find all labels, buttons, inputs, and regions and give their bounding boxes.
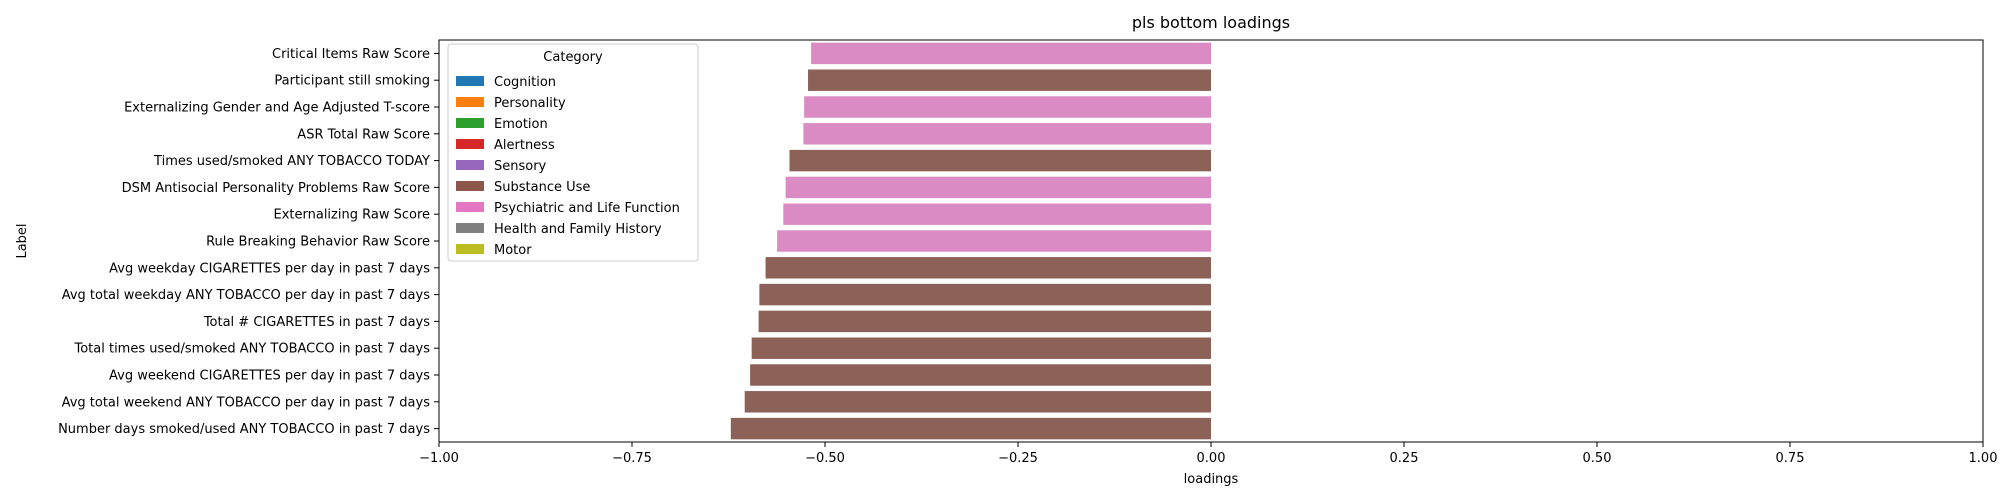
legend-swatch	[456, 76, 484, 86]
bar	[730, 417, 1211, 440]
y-tick-label: Avg weekend CIGARETTES per day in past 7…	[109, 369, 430, 384]
x-tick-label: 0.00	[1197, 451, 1226, 466]
legend-entry-label: Cognition	[494, 75, 556, 90]
y-tick-label: Times used/smoked ANY TOBACCO TODAY	[153, 154, 430, 169]
bar	[777, 230, 1211, 252]
y-tick-label: ASR Total Raw Score	[297, 127, 430, 142]
y-tick-label: Avg weekday CIGARETTES per day in past 7…	[109, 261, 430, 276]
bar	[744, 391, 1211, 413]
x-tick-label: −0.50	[805, 451, 845, 466]
x-tick-label: 0.75	[1776, 451, 1805, 466]
y-tick-label: Participant still smoking	[274, 74, 430, 89]
legend-entry-label: Alertness	[494, 138, 555, 153]
legend-entry-label: Emotion	[494, 117, 548, 132]
y-tick-label: Avg total weekday ANY TOBACCO per day in…	[62, 288, 431, 303]
legend-swatch	[456, 223, 484, 233]
y-tick-label: Avg total weekend ANY TOBACCO per day in…	[62, 395, 431, 410]
x-tick-label: −0.25	[998, 451, 1038, 466]
legend-box	[447, 43, 699, 262]
bar	[804, 96, 1211, 118]
legend-swatch	[456, 118, 484, 128]
bar	[765, 257, 1211, 279]
legend-swatch	[456, 202, 484, 212]
x-tick-label: −1.00	[419, 451, 459, 466]
legend-entry-label: Health and Family History	[494, 222, 662, 237]
y-tick-label: Critical Items Raw Score	[272, 47, 430, 62]
y-tick-label: Externalizing Gender and Age Adjusted T-…	[124, 101, 430, 116]
x-axis-title: loadings	[1184, 472, 1239, 487]
legend-entry-label: Sensory	[494, 159, 547, 174]
legend: Category Cognition Personality Emotion Alert…	[447, 43, 699, 262]
bars-layer	[730, 42, 1211, 440]
y-tick-label: DSM Antisocial Personality Problems Raw …	[122, 181, 430, 196]
bar	[803, 123, 1211, 145]
legend-swatch	[456, 139, 484, 149]
legend-title: Category	[543, 50, 603, 65]
y-axis-title: Label	[15, 223, 30, 258]
legend-entry-label: Psychiatric and Life Function	[494, 201, 680, 216]
bar	[759, 283, 1211, 306]
bar	[751, 337, 1211, 359]
bar	[785, 176, 1211, 199]
bar	[808, 69, 1211, 91]
y-tick-label: Number days smoked/used ANY TOBACCO in p…	[58, 422, 430, 437]
y-tick-label: Rule Breaking Behavior Raw Score	[206, 235, 430, 250]
x-tick-label: 0.25	[1390, 451, 1419, 466]
bar	[783, 203, 1211, 225]
legend-swatch	[456, 244, 484, 254]
plot-frame	[438, 39, 1984, 443]
bar	[811, 42, 1211, 65]
x-tick-label: 1.00	[1969, 451, 1998, 466]
y-tick-label: Total times used/smoked ANY TOBACCO in p…	[73, 342, 430, 357]
x-axis: −1.00 −0.75 −0.50 −0.25 0.00 0.25 0.50 0.75 1.00	[419, 442, 1997, 466]
x-tick-label: −0.75	[612, 451, 652, 466]
y-axis: Critical Items Raw Score Participant stil…	[58, 47, 439, 437]
chart-title: pls bottom loadings	[1132, 13, 1290, 32]
legend-swatch	[456, 160, 484, 170]
x-tick-label: 0.50	[1583, 451, 1612, 466]
legend-swatch	[456, 97, 484, 107]
legend-swatch	[456, 181, 484, 191]
bar	[750, 364, 1211, 386]
legend-entry-label: Substance Use	[494, 180, 590, 195]
y-tick-label: Externalizing Raw Score	[274, 208, 431, 223]
legend-entry-label: Motor	[494, 243, 532, 258]
legend-entry-label: Personality	[494, 96, 566, 111]
bar	[789, 149, 1211, 172]
y-tick-label: Total # CIGARETTES in past 7 days	[203, 315, 430, 330]
bar	[758, 310, 1211, 333]
